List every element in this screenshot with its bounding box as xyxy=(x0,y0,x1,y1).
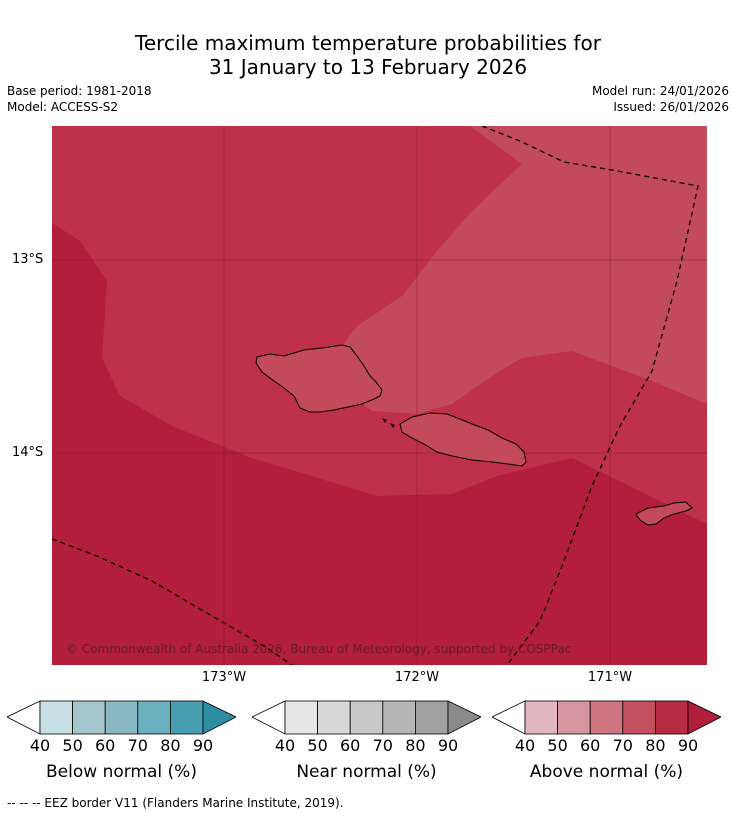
colorbar-segment xyxy=(557,700,591,735)
colorbar-segment xyxy=(39,700,73,735)
colorbar-tick-label: 50 xyxy=(307,736,328,755)
colorbar-tick-label: 90 xyxy=(437,736,459,755)
colorbar-segment xyxy=(317,700,351,735)
colorbar-2 xyxy=(492,700,721,735)
islet xyxy=(381,418,387,423)
colorbar-extend-low xyxy=(252,700,286,735)
colorbar-tick-label: 70 xyxy=(372,736,393,755)
savaii-island xyxy=(255,344,383,413)
colorbar-1 xyxy=(252,700,481,735)
prob-region-60-70 xyxy=(334,126,707,414)
lon-label-172w: 172°W xyxy=(394,670,440,685)
colorbar-tick-label: 80 xyxy=(160,736,181,755)
colorbar-title: Near normal (%) xyxy=(296,762,437,782)
colorbar-segment xyxy=(72,700,106,735)
map-title-line1: Tercile maximum temperature probabilitie… xyxy=(135,31,601,55)
colorbar-title: Below normal (%) xyxy=(46,762,197,782)
colorbar-segment xyxy=(654,700,689,735)
model-run: Model run: 24/01/2026 xyxy=(591,84,729,98)
colorbar-tick-label: 50 xyxy=(547,736,568,755)
colorbar-extend-high xyxy=(202,700,236,735)
colorbar-segment xyxy=(349,700,384,735)
colorbar-tick-label: 40 xyxy=(29,736,51,755)
map-panel[interactable]: © Commonwealth of Australia 2026, Bureau… xyxy=(51,125,707,666)
colorbar-extend-high xyxy=(447,700,481,735)
colorbar-segment xyxy=(137,700,171,735)
colorbar-segment xyxy=(622,700,656,735)
map-svg: © Commonwealth of Australia 2026, Bureau… xyxy=(51,125,707,666)
colorbar-tick-label: 60 xyxy=(580,736,601,755)
colorbar-segment xyxy=(382,700,416,735)
meta-right: Model run: 24/01/2026 Issued: 26/01/2026 xyxy=(592,83,729,115)
colorbar-segment xyxy=(414,700,449,735)
lat-label-14s: 14°S xyxy=(12,445,44,460)
lon-label-173w: 173°W xyxy=(201,670,247,685)
colorbar-0 xyxy=(7,700,236,735)
model-name: Model: ACCESS-S2 xyxy=(7,100,119,114)
colorbar-tick-label: 60 xyxy=(340,736,361,755)
eez-footnote: -- -- -- EEZ border V11 (Flanders Marine… xyxy=(7,796,344,810)
tutuila-island xyxy=(635,501,693,526)
colorbar-tick-label: 40 xyxy=(274,736,296,755)
map-title: Tercile maximum temperature probabilitie… xyxy=(0,31,736,79)
upolu-island xyxy=(399,412,527,467)
colorbar-segment xyxy=(104,700,139,735)
colorbar-tick-label: 70 xyxy=(127,736,148,755)
colorbar-tick-label: 80 xyxy=(645,736,666,755)
islet xyxy=(389,423,395,428)
copyright-notice: © Commonwealth of Australia 2026, Bureau… xyxy=(66,642,571,656)
meta-left: Base period: 1981-2018 Model: ACCESS-S2 xyxy=(7,83,152,115)
lon-label-171w: 171°W xyxy=(587,670,633,685)
issued-date: Issued: 26/01/2026 xyxy=(613,100,729,114)
lat-label-13s: 13°S xyxy=(12,252,44,267)
colorbar-tick-label: 40 xyxy=(514,736,536,755)
colorbar-tick-label: 80 xyxy=(405,736,426,755)
colorbar-tick-label: 90 xyxy=(192,736,214,755)
colorbar-tick-label: 60 xyxy=(95,736,116,755)
map-title-line2: 31 January to 13 February 2026 xyxy=(208,55,528,79)
colorbar-extend-low xyxy=(492,700,526,735)
colorbar-segment xyxy=(589,700,624,735)
base-period: Base period: 1981-2018 xyxy=(7,84,152,98)
colorbar-segment xyxy=(524,700,558,735)
colorbar-extend-high xyxy=(687,700,721,735)
colorbar-tick-label: 90 xyxy=(677,736,699,755)
eez-border xyxy=(51,125,699,666)
colorbar-extend-low xyxy=(7,700,41,735)
colorbar-segment xyxy=(284,700,318,735)
colorbar-tick-label: 70 xyxy=(612,736,633,755)
colorbar-segment xyxy=(169,700,204,735)
colorbar-tick-label: 50 xyxy=(62,736,83,755)
map-gridlines xyxy=(52,126,707,665)
colorbar-title: Above normal (%) xyxy=(529,762,684,782)
